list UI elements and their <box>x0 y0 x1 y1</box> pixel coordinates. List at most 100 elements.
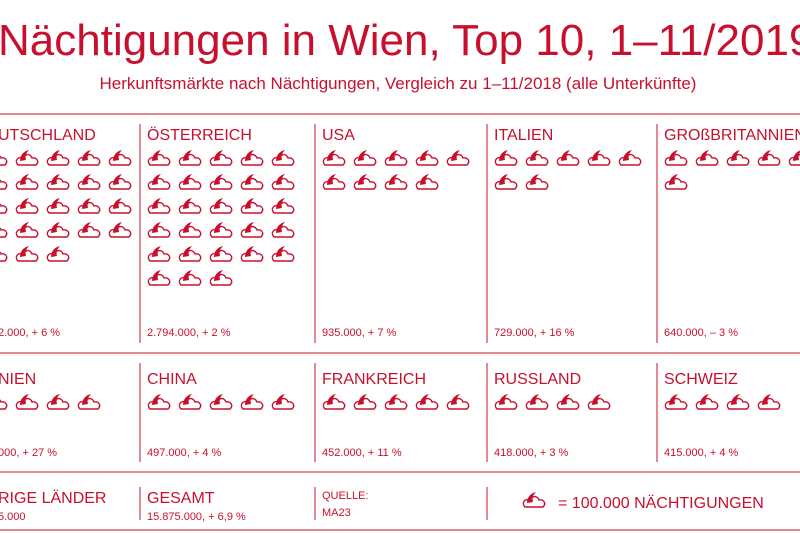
icon-swirl <box>20 222 29 233</box>
icon <box>695 394 719 410</box>
icon <box>556 150 580 166</box>
icon <box>46 222 70 238</box>
icon-cloud <box>209 249 233 262</box>
source-label: QUELLE: <box>322 490 368 502</box>
icon-swirl <box>214 198 223 209</box>
icon <box>209 270 233 286</box>
source-value: MA23 <box>322 507 351 519</box>
icon-swirl <box>183 246 192 257</box>
country-name: FRANKREICH <box>322 371 426 388</box>
icon-swirl <box>530 174 539 185</box>
icon-swirl <box>183 222 192 233</box>
icon <box>353 174 377 190</box>
icon <box>757 394 781 410</box>
icon-swirl <box>276 150 285 161</box>
icon-swirl <box>420 394 429 405</box>
icon-cloud <box>15 225 39 238</box>
icon <box>271 174 295 190</box>
icon-swirl <box>530 394 539 405</box>
icon <box>77 222 101 238</box>
icon <box>108 150 132 166</box>
icon-swirl <box>20 394 29 405</box>
icon <box>353 150 377 166</box>
icon-cloud <box>77 397 101 410</box>
icon <box>618 150 642 166</box>
icon <box>0 227 8 238</box>
icon-cloud <box>384 153 408 166</box>
icon <box>494 394 518 410</box>
icon-swirl <box>20 150 29 161</box>
icon-swirl <box>669 174 678 185</box>
icon-cloud <box>46 201 70 214</box>
icon <box>384 150 408 166</box>
icon <box>0 251 8 262</box>
icon-swirl <box>762 394 771 405</box>
icon-swirl <box>82 198 91 209</box>
icon-cloud <box>494 397 518 410</box>
icon <box>147 270 171 286</box>
icon <box>0 155 8 166</box>
icon-swirl <box>700 394 709 405</box>
icon-cloud <box>147 225 171 238</box>
icon <box>178 150 202 166</box>
icon <box>108 174 132 190</box>
icon <box>726 150 750 166</box>
country-value: 497.000, + 4 % <box>147 447 222 459</box>
icon <box>15 198 39 214</box>
country-name: ÖSTERREICH <box>147 126 252 144</box>
country-value: 729.000, + 16 % <box>494 327 575 339</box>
icon <box>209 150 233 166</box>
icon-cloud <box>271 177 295 190</box>
icon-cloud <box>240 201 264 214</box>
icon-cloud <box>240 397 264 410</box>
icon-swirl <box>214 222 223 233</box>
icon-swirl <box>389 174 398 185</box>
icon-swirl <box>152 246 161 257</box>
icon-cloud <box>15 201 39 214</box>
icon-cloud <box>0 227 8 238</box>
icon-swirl <box>51 174 60 185</box>
icon-cloud <box>240 249 264 262</box>
country-name: CHINA <box>147 371 197 388</box>
legend: = 100.000 NÄCHTIGUNGEN <box>558 494 764 512</box>
icon-cloud <box>77 177 101 190</box>
icon-swirl <box>527 492 536 503</box>
icon <box>322 394 346 410</box>
icon-cloud <box>209 177 233 190</box>
icon <box>525 150 549 166</box>
icon-cloud <box>46 225 70 238</box>
icon-swirl <box>152 270 161 281</box>
icon-cloud <box>522 495 546 508</box>
icon <box>178 394 202 410</box>
icon-swirl <box>183 198 192 209</box>
icon <box>240 394 264 410</box>
icon-cloud <box>415 397 439 410</box>
icon-cloud <box>353 153 377 166</box>
icon-swirl <box>245 198 254 209</box>
footer-name: RIGE LÄNDER <box>0 489 106 507</box>
icon-cloud <box>353 397 377 410</box>
icon-cloud <box>15 153 39 166</box>
icon <box>15 174 39 190</box>
icon <box>0 203 8 214</box>
icon-cloud <box>726 153 750 166</box>
icon-cloud <box>271 153 295 166</box>
icon-swirl <box>245 394 254 405</box>
icon-swirl <box>51 198 60 209</box>
country-name: UTSCHLAND <box>0 127 96 144</box>
icon <box>147 394 171 410</box>
icon-swirl <box>389 150 398 161</box>
icon-swirl <box>669 150 678 161</box>
icon <box>494 150 518 166</box>
country-value: 452.000, + 11 % <box>322 447 402 459</box>
country-name: NIEN <box>0 371 36 388</box>
icon <box>384 174 408 190</box>
icon-cloud <box>209 397 233 410</box>
icon-swirl <box>245 222 254 233</box>
icon-cloud <box>209 153 233 166</box>
icon <box>178 246 202 262</box>
country-value: 415.000, + 4 % <box>664 447 739 459</box>
icon-swirl <box>152 150 161 161</box>
icon <box>271 150 295 166</box>
icon <box>209 394 233 410</box>
